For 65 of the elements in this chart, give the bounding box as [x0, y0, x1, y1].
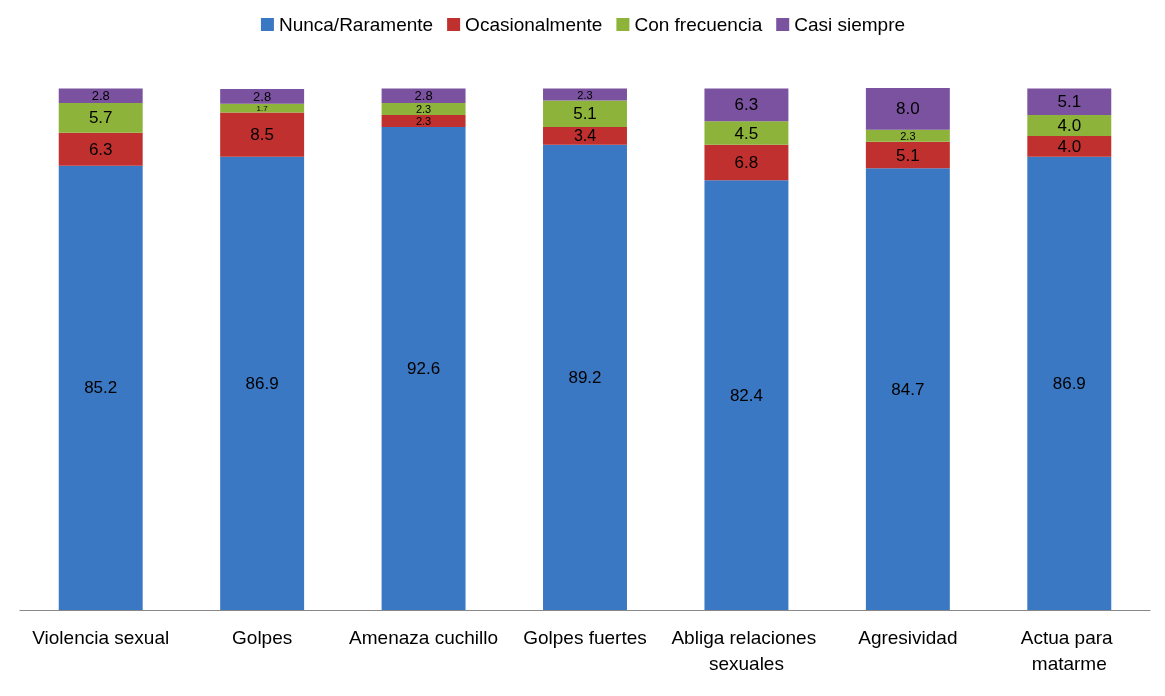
- data-label: 92.6: [407, 359, 441, 379]
- legend-label: Nunca/Raramente: [278, 14, 434, 35]
- bar: [58, 103, 143, 133]
- data-label: 2.8: [414, 88, 433, 104]
- bar: [704, 88, 789, 122]
- bar: [381, 103, 466, 116]
- data-label: 8.0: [896, 99, 920, 119]
- bar: [220, 103, 305, 113]
- bar: [220, 112, 305, 157]
- x-tick-label: Amenaza cuchillo: [349, 626, 499, 648]
- data-label: 4.0: [1057, 116, 1082, 136]
- bar: [543, 144, 627, 610]
- bar: [1027, 88, 1112, 116]
- bar: [1027, 156, 1112, 610]
- bar: [543, 88, 627, 101]
- bar: [865, 88, 950, 130]
- bar: [865, 141, 950, 169]
- legend-label: Casi siempre: [794, 14, 906, 35]
- bar: [704, 144, 789, 181]
- data-label: 5.1: [896, 145, 920, 165]
- data-label: 3.4: [573, 127, 597, 145]
- data-label: 5.1: [573, 104, 597, 124]
- data-label: 6.3: [88, 139, 113, 159]
- x-tick-label: Agresividad: [858, 626, 958, 648]
- data-label: 6.8: [734, 153, 759, 173]
- bar: [381, 115, 466, 128]
- bar: [220, 89, 305, 104]
- x-tick-label: Abliga relaciones sexuales: [671, 626, 822, 674]
- data-label: 84.7: [891, 379, 925, 399]
- data-label: 82.4: [729, 385, 763, 405]
- data-label: 86.9: [1052, 373, 1086, 393]
- bar: [381, 127, 466, 610]
- data-label: 4.5: [734, 123, 759, 143]
- data-label: 2.3: [900, 129, 916, 142]
- data-label: 86.9: [245, 373, 279, 393]
- bar: [220, 156, 305, 610]
- data-label: 4.0: [1057, 136, 1082, 156]
- bar: [58, 132, 143, 166]
- data-label: 2.8: [91, 88, 110, 104]
- data-label: 6.3: [734, 95, 759, 115]
- data-label: 5.7: [88, 108, 113, 128]
- x-tick-label: Actua para matarme: [1020, 626, 1118, 674]
- data-label: 2.3: [415, 103, 432, 116]
- data-label: 89.2: [568, 367, 602, 387]
- data-label: 85.2: [84, 378, 118, 398]
- data-label: 2.3: [577, 88, 593, 101]
- bar: [543, 127, 627, 145]
- data-label: 8.5: [250, 125, 274, 145]
- bar: [704, 180, 789, 610]
- x-tick-label: Golpes: [232, 626, 293, 648]
- x-tick-label: Golpes fuertes: [523, 626, 647, 648]
- legend-label: Ocasionalmente: [465, 14, 603, 35]
- bar: [1027, 135, 1112, 157]
- x-tick-label: Violencia sexual: [32, 626, 170, 648]
- bar: [1027, 115, 1112, 136]
- data-label: 2.3: [415, 115, 432, 128]
- data-label: 1.7: [256, 103, 269, 113]
- data-label: 5.1: [1057, 92, 1082, 112]
- bar: [58, 165, 143, 610]
- bar: [543, 100, 627, 128]
- bar: [704, 121, 789, 145]
- bar: [865, 168, 950, 610]
- data-label: 2.8: [253, 88, 272, 104]
- legend-label: Con frecuencia: [634, 14, 763, 35]
- bar: [865, 129, 950, 142]
